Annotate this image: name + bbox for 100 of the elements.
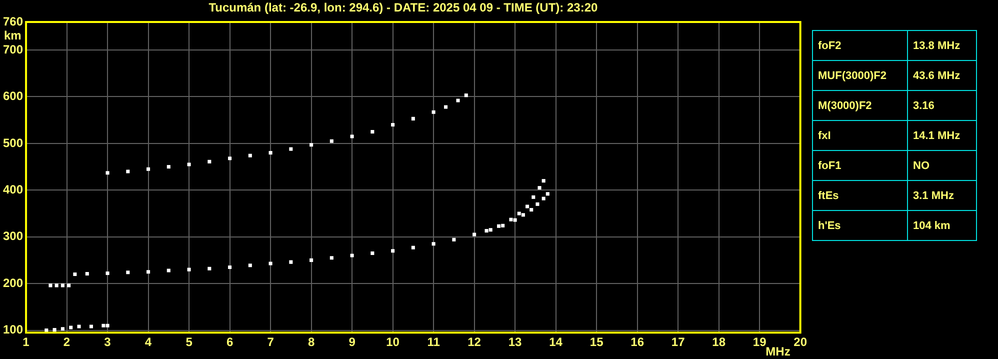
point (289, 147, 293, 151)
point (370, 130, 374, 134)
point (538, 186, 542, 190)
text: 14.1 MHz (908, 120, 976, 150)
y-tick-label: 700 (2, 42, 24, 56)
text: NO (908, 150, 976, 180)
point (106, 171, 110, 175)
x-tick-label: 11 (427, 335, 440, 350)
point (452, 238, 456, 242)
chart-title: Tucumán (lat: -26.9, lon: 294.6) - DATE: 2025 04 09 - TIME (UT): 23:20 (208, 0, 598, 14)
text: MUF(3000)F2 (812, 60, 908, 90)
point (69, 326, 73, 330)
x-tick-label: 10 (386, 335, 400, 350)
point (146, 167, 150, 171)
x-tick-label: 15 (590, 335, 604, 350)
point (289, 260, 293, 264)
point (228, 265, 232, 269)
point (330, 256, 334, 260)
x-tick-label: 7 (267, 335, 274, 350)
point (530, 208, 534, 212)
y-tick-label: 200 (2, 276, 24, 290)
point (73, 272, 77, 276)
text: 3.16 (908, 90, 976, 120)
x-tick-label: 20 (794, 335, 808, 350)
y-tick-label: 760 (2, 14, 24, 28)
point (310, 258, 314, 262)
y-tick-label: 100 (2, 322, 24, 337)
point (391, 122, 395, 127)
text: 43.6 MHz (908, 60, 976, 90)
x-tick-label: 2 (63, 335, 70, 350)
point (77, 324, 81, 328)
point (208, 266, 212, 270)
text: 104 km (908, 210, 976, 240)
text: fxI (812, 120, 908, 150)
point (126, 270, 130, 274)
point (526, 204, 530, 208)
x-tick-label: 8 (308, 335, 315, 350)
point (52, 328, 56, 332)
text: foF1 (812, 150, 908, 180)
point (517, 212, 521, 216)
point (456, 98, 460, 102)
point (542, 196, 546, 200)
point (48, 284, 52, 288)
point (536, 202, 540, 206)
point (187, 162, 191, 166)
point (444, 105, 448, 109)
text: ftEs (812, 180, 908, 210)
x-tick-label: 1 (22, 335, 30, 350)
x-tick-label: 19 (752, 335, 767, 350)
x-tick-label: 5 (186, 335, 193, 350)
x-tick-label: 16 (630, 335, 644, 350)
point (106, 324, 110, 328)
x-tick-label: 17 (671, 335, 686, 350)
x-tick-label: 4 (144, 335, 152, 350)
point (187, 268, 191, 272)
point (464, 94, 468, 98)
point (391, 249, 395, 253)
point (484, 229, 488, 233)
point (268, 262, 272, 266)
x-tick-label: 18 (712, 335, 726, 350)
point (268, 151, 272, 155)
point (370, 251, 374, 255)
point (228, 156, 232, 160)
point (60, 327, 64, 331)
point (67, 284, 71, 288)
point (146, 270, 150, 274)
x-tick-label: 13 (508, 335, 522, 350)
y-tick-label: 400 (2, 182, 24, 196)
point (106, 272, 110, 276)
point (488, 228, 492, 232)
point (411, 246, 415, 250)
point (208, 160, 212, 164)
point (472, 232, 476, 236)
point (509, 218, 513, 222)
point (248, 264, 252, 268)
text: 13.8 MHz (908, 30, 976, 60)
point (310, 143, 314, 147)
point (432, 242, 436, 246)
point (513, 218, 517, 222)
y-tick-label: 300 (2, 229, 24, 244)
point (126, 170, 130, 174)
point (54, 284, 58, 288)
point (532, 195, 536, 199)
x-tick-label: 9 (348, 335, 356, 350)
x-axis-title: MHz (766, 344, 790, 358)
point (89, 324, 93, 328)
x-tick-label: 6 (226, 335, 234, 350)
point (542, 179, 546, 183)
point (521, 213, 525, 217)
y-tick-label: 600 (2, 89, 24, 104)
text: M(3000)F2 (812, 90, 908, 120)
y-axis-title: km (4, 28, 22, 42)
x-tick-label: 12 (468, 335, 482, 350)
x-tick-label: 14 (549, 335, 563, 350)
point (350, 134, 354, 138)
point (411, 116, 415, 120)
point (432, 110, 436, 114)
point (60, 284, 64, 288)
point (166, 165, 170, 169)
point (330, 139, 334, 143)
